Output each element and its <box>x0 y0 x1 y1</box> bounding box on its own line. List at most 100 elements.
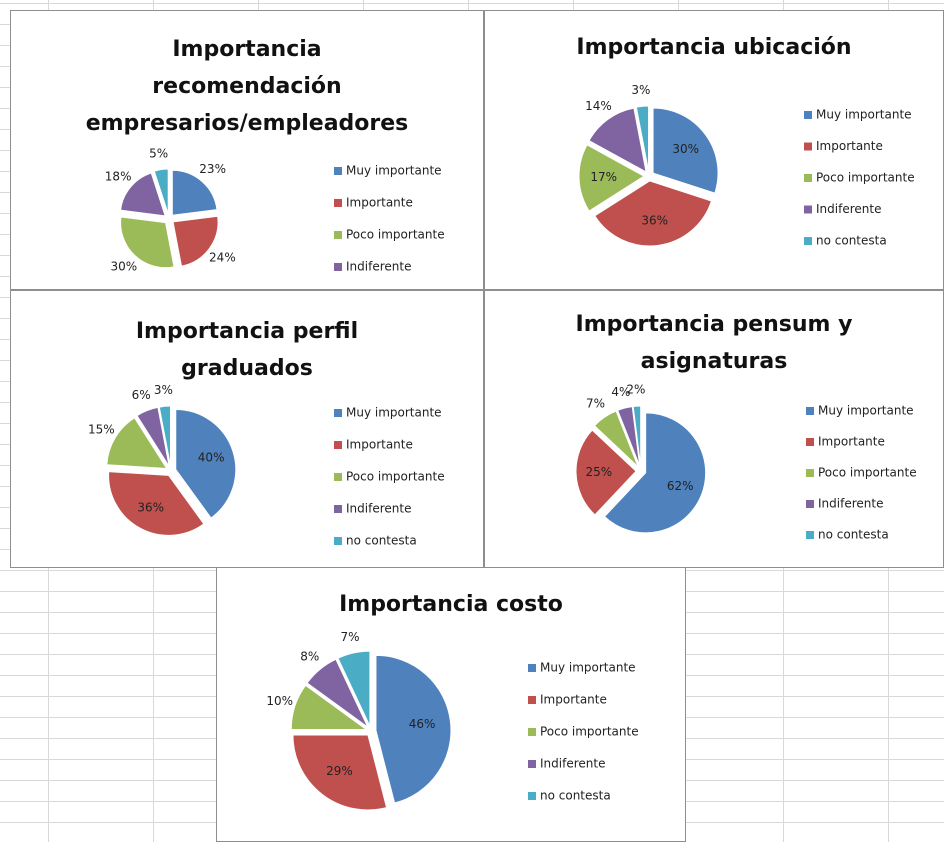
legend-label: Muy importante <box>818 404 914 418</box>
data-label: 25% <box>585 465 612 479</box>
data-label: 36% <box>641 213 668 227</box>
chart-title-line: Importancia pensum y <box>575 312 853 337</box>
legend-label: Muy importante <box>346 406 442 420</box>
legend-swatch <box>804 174 812 182</box>
legend-swatch <box>334 199 342 207</box>
pie-slice <box>617 406 641 467</box>
data-label: 30% <box>110 260 137 274</box>
chart-box: 62% Muy importante 25% Importante 7% Poco imp… <box>484 290 944 568</box>
data-label: 46% <box>409 717 436 731</box>
chart-title: Importancia perfil graduados <box>11 313 483 387</box>
chart: 23% Muy importante 24% Importante 30% Poco im… <box>105 146 445 274</box>
pie-slice <box>120 216 175 269</box>
data-label: 17% <box>590 170 617 184</box>
pie-slice <box>158 405 172 467</box>
chart-title-line: Importancia <box>172 37 322 62</box>
chart-title: Importancia ubicación <box>485 29 943 66</box>
pie-slice <box>172 215 219 267</box>
legend-label: no contesta <box>818 528 889 542</box>
data-label: 5% <box>149 146 168 160</box>
chart-title-line: Importancia perfil <box>135 319 359 344</box>
legend-swatch <box>804 205 812 214</box>
legend-swatch <box>806 531 814 539</box>
data-label: 14% <box>585 99 612 113</box>
legend-swatch <box>806 500 814 508</box>
chart-title-line: asignaturas <box>640 349 788 374</box>
data-label: 23% <box>199 162 226 176</box>
data-label: 8% <box>300 650 319 664</box>
legend-swatch <box>806 438 814 446</box>
legend-label: Poco importante <box>816 171 915 185</box>
pie-slice <box>171 169 218 216</box>
chart-box: 46% Muy importante 29% Importante 10% Poco im… <box>216 567 686 842</box>
legend-swatch <box>334 537 342 545</box>
legend-swatch <box>528 664 536 672</box>
legend-swatch <box>804 111 812 119</box>
data-label: 2% <box>626 383 645 397</box>
legend-swatch <box>804 142 812 151</box>
legend-swatch <box>334 505 342 513</box>
chart-title-line: Importancia costo <box>339 592 563 617</box>
pie-slice <box>136 406 170 467</box>
data-label: 24% <box>209 250 236 264</box>
legend-swatch <box>806 407 814 415</box>
legend-label: Poco importante <box>540 725 639 739</box>
legend-swatch <box>334 263 342 271</box>
legend-label: Importante <box>816 139 883 153</box>
chart-title-line: graduados <box>181 356 313 381</box>
data-label: 36% <box>137 500 164 514</box>
chart-title: Importancia recomendación empresarios/empl… <box>11 31 483 142</box>
pie-slice <box>108 471 205 536</box>
legend-label: Muy importante <box>540 661 636 675</box>
legend-label: Poco importante <box>346 228 445 242</box>
chart: 30% Muy importante 36% Importante 17% Poco im… <box>578 83 915 248</box>
legend-swatch <box>806 469 814 477</box>
chart: 40% Muy importante 36% Importante 15% Poco im… <box>88 383 445 548</box>
legend-label: Importante <box>818 435 885 449</box>
chart-title-line: Importancia ubicación <box>576 35 852 60</box>
legend-swatch <box>334 473 342 481</box>
chart-title-line: recomendación <box>152 74 342 99</box>
data-label: 3% <box>154 383 173 397</box>
pie-slice <box>593 410 639 468</box>
pie-slice <box>175 408 237 519</box>
data-label: 30% <box>672 142 699 156</box>
legend-swatch <box>334 409 342 417</box>
legend-label: Poco importante <box>818 466 917 480</box>
legend-label: Indiferente <box>818 497 883 511</box>
chart-title-line: empresarios/empleadores <box>85 111 409 136</box>
data-label: 15% <box>88 422 115 436</box>
pie-slice <box>635 105 650 172</box>
legend-swatch <box>528 792 536 800</box>
pie-slice <box>578 144 645 212</box>
legend-label: no contesta <box>346 534 417 548</box>
chart: 46% Muy importante 29% Importante 10% Poco im… <box>266 630 639 811</box>
chart: 62% Muy importante 25% Importante 7% Poco imp… <box>575 383 917 542</box>
data-label: 10% <box>266 694 293 708</box>
legend-label: no contesta <box>816 234 887 248</box>
pie-slice <box>588 107 647 173</box>
legend-swatch <box>334 231 342 239</box>
chart-box: 23% Muy importante 24% Importante 30% Poco im… <box>10 10 484 290</box>
pie-slice <box>594 180 713 247</box>
legend-label: Indiferente <box>346 260 411 274</box>
data-label: 29% <box>326 764 353 778</box>
legend-swatch <box>528 728 536 736</box>
chart-title: Importancia costo <box>217 586 685 623</box>
pie-slice <box>652 107 719 194</box>
legend-label: Importante <box>540 693 607 707</box>
data-label: 7% <box>586 397 605 411</box>
legend-label: Poco importante <box>346 470 445 484</box>
data-label: 18% <box>105 169 132 183</box>
legend-label: Muy importante <box>816 108 912 122</box>
legend-swatch <box>334 167 342 175</box>
legend-label: Muy importante <box>346 164 442 178</box>
legend-swatch <box>528 696 536 704</box>
pie-slice <box>106 417 168 470</box>
chart-box: 30% Muy importante 36% Importante 17% Poco im… <box>484 10 944 290</box>
legend-swatch <box>804 237 812 245</box>
legend-label: no contesta <box>540 789 611 803</box>
legend-swatch <box>334 441 342 449</box>
legend-label: Indiferente <box>816 202 881 216</box>
